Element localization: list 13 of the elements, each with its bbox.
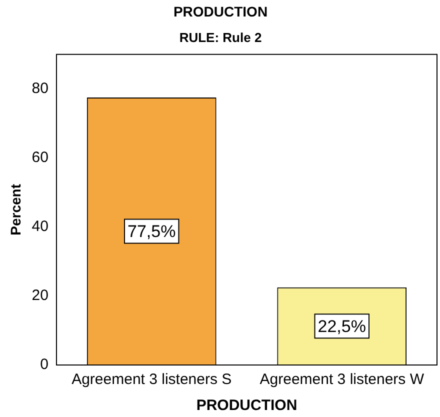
x-axis-title: PRODUCTION	[196, 397, 298, 414]
x-tick-label: Agreement 3 listeners S	[72, 371, 232, 388]
chart-subtitle: RULE: Rule 2	[179, 30, 262, 46]
data-label: 77,5%	[128, 222, 176, 241]
y-tick-label: 0	[40, 356, 48, 374]
y-axis-title: Percent	[7, 184, 24, 236]
y-tick-label: 20	[32, 287, 48, 304]
y-tick-label: 60	[32, 149, 48, 166]
y-tick-label: 40	[32, 218, 48, 236]
data-label: 22,5%	[318, 316, 366, 336]
x-tick-label: Agreement 3 listeners W	[260, 371, 425, 388]
chart-title: PRODUCTION	[173, 3, 268, 20]
y-tick-label: 80	[32, 80, 48, 98]
